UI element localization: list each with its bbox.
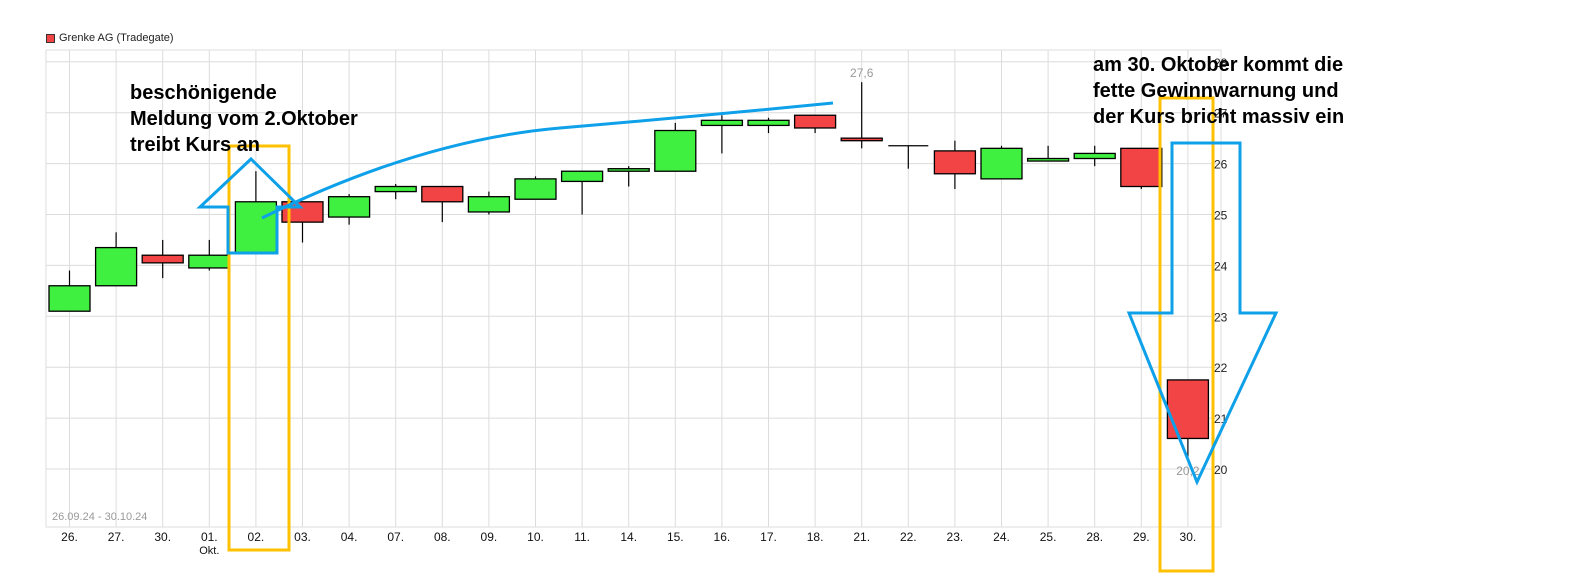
candle-up bbox=[1026, 157, 1070, 162]
y-tick-label: 26 bbox=[1214, 158, 1228, 172]
x-tick-label: 01. bbox=[201, 530, 218, 544]
candle-up bbox=[188, 254, 231, 269]
x-tick-label: 30. bbox=[1180, 530, 1197, 544]
candle-down bbox=[1120, 147, 1163, 188]
x-tick-label: 24. bbox=[993, 530, 1010, 544]
candle-up bbox=[980, 147, 1023, 180]
annotation-left-line: treibt Kurs an bbox=[130, 134, 261, 156]
candle-down bbox=[933, 150, 977, 175]
value-label: 27,6 bbox=[850, 66, 874, 80]
x-tick-label: 15. bbox=[667, 530, 684, 544]
x-tick-label: 21. bbox=[853, 530, 870, 544]
candle-up bbox=[654, 129, 697, 172]
x-tick-label: 22. bbox=[900, 530, 917, 544]
x-tick-label: 08. bbox=[434, 530, 451, 544]
candle-down bbox=[793, 114, 837, 129]
candle-up bbox=[747, 119, 790, 127]
candle-down bbox=[141, 254, 184, 264]
annotation-right: am 30. Oktober kommt die fette Gewinnwar… bbox=[1093, 52, 1344, 130]
x-tick-label: 02. bbox=[248, 530, 265, 544]
y-tick-label: 20 bbox=[1214, 463, 1228, 477]
trend-curve bbox=[261, 101, 834, 220]
candle-up bbox=[467, 196, 511, 213]
x-tick-label: 03. bbox=[294, 530, 311, 544]
candles bbox=[48, 82, 1210, 459]
x-tick-label: 30. bbox=[154, 530, 171, 544]
x-tick-label: 28. bbox=[1086, 530, 1103, 544]
legend-swatch bbox=[46, 33, 55, 43]
overlays bbox=[196, 96, 1279, 573]
y-tick-label: 24 bbox=[1214, 259, 1228, 273]
candle-down bbox=[1166, 379, 1210, 440]
grid bbox=[45, 49, 1222, 528]
x-tick-label: 10. bbox=[527, 530, 544, 544]
x-tick-label: 25. bbox=[1040, 530, 1057, 544]
candle-up bbox=[560, 170, 604, 183]
y-tick-label: 25 bbox=[1214, 209, 1228, 223]
annotation-right-line: fette Gewinnwarnung und bbox=[1093, 80, 1339, 102]
x-tick-label: 04. bbox=[341, 530, 358, 544]
down-arrow-icon bbox=[1126, 141, 1279, 486]
legend-label: Grenke AG (Tradegate) bbox=[59, 32, 174, 44]
legend: Grenke AG (Tradegate) bbox=[46, 32, 174, 44]
candle-up bbox=[607, 168, 650, 172]
candle-up bbox=[374, 185, 417, 193]
x-tick-label: 16. bbox=[714, 530, 731, 544]
candle-up bbox=[700, 119, 744, 127]
plot-area bbox=[45, 49, 1222, 528]
annotation-right-line: am 30. Oktober kommt die bbox=[1093, 54, 1344, 76]
highlight-box-oct30 bbox=[1158, 96, 1215, 573]
y-tick-label: 23 bbox=[1214, 310, 1228, 324]
date-range-label: 26.09.24 - 30.10.24 bbox=[52, 511, 147, 523]
value-label: 20,2 bbox=[1176, 464, 1200, 478]
candle-down bbox=[421, 185, 464, 203]
candle-up bbox=[234, 201, 278, 254]
candle-up bbox=[327, 196, 371, 218]
x-tick-label: 09. bbox=[481, 530, 498, 544]
y-tick-label: 27 bbox=[1214, 107, 1228, 121]
x-tick-label: 26. bbox=[61, 530, 78, 544]
annotation-right-line: der Kurs bricht massiv ein bbox=[1093, 106, 1345, 128]
x-tick-sublabel: Okt. bbox=[199, 545, 219, 557]
candle-up bbox=[48, 285, 91, 312]
y-tick-label: 22 bbox=[1214, 361, 1228, 375]
annotation-left: beschönigende Meldung vom 2.Oktober trei… bbox=[130, 80, 358, 158]
x-tick-label: 07. bbox=[387, 530, 404, 544]
x-tick-label: 23. bbox=[947, 530, 964, 544]
y-tick-label: 28 bbox=[1214, 56, 1228, 70]
annotation-left-line: Meldung vom 2.Oktober bbox=[130, 108, 358, 130]
candle-up bbox=[94, 246, 138, 287]
x-tick-label: 11. bbox=[574, 530, 590, 544]
annotation-left-line: beschönigende bbox=[130, 82, 277, 104]
x-tick-label: 14. bbox=[620, 530, 637, 544]
highlight-box-oct2 bbox=[227, 144, 291, 552]
x-tick-label: 17. bbox=[760, 530, 777, 544]
candle-up bbox=[514, 178, 557, 200]
x-tick-label: 18. bbox=[807, 530, 824, 544]
x-tick-label: 29. bbox=[1133, 530, 1150, 544]
x-tick-label: 27. bbox=[108, 530, 125, 544]
up-arrow-icon bbox=[196, 156, 304, 255]
candle-up bbox=[1073, 152, 1116, 160]
candle-down bbox=[840, 137, 883, 142]
